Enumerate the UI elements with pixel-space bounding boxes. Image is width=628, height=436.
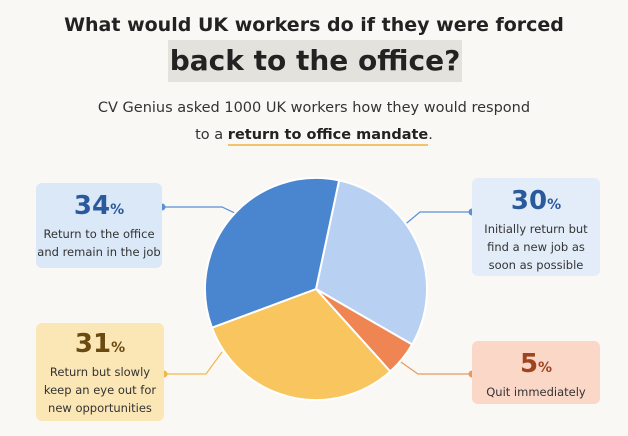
callout-quit-immediately: 5% Quit immediately (472, 341, 600, 404)
callout-initial-label-2: find a new job as (487, 240, 585, 254)
callout-initial-label: Initially return but (484, 222, 588, 236)
callout-return-label: Return to the office (43, 227, 155, 241)
callout-initial-value: 30% (510, 186, 562, 216)
callout-slow-label: Return but slowly (49, 365, 151, 379)
subtitle-suffix: . (428, 127, 433, 143)
pie-slice-return-remain (204, 177, 341, 329)
callout-return-slowly: 31% Return but slowly keep an eye out fo… (36, 323, 164, 421)
chart-title-line1: What would UK workers do if they were fo… (64, 14, 564, 36)
callout-initial-label-3: soon as possible (488, 258, 584, 272)
chart-title-line2: back to the office? (168, 40, 462, 82)
callout-quit-value: 5% (519, 349, 553, 379)
callout-slow-label-2: keep an eye out for (43, 383, 157, 397)
callout-slow-value: 31% (74, 329, 126, 359)
pie-slice-initially-return (314, 179, 428, 346)
connector-slow (164, 351, 223, 375)
subtitle-highlight: return to office mandate (227, 127, 429, 146)
callout-return-and-remain: 34% Return to the office and remain in t… (36, 183, 162, 268)
callout-return-value: 34% (73, 191, 125, 221)
callout-return-label-2: and remain in the job (37, 245, 161, 259)
callout-initially-return: 30% Initially return but find a new job … (472, 178, 600, 276)
subtitle-prefix: to a (195, 127, 228, 143)
subtitle-line1: CV Genius asked 1000 UK workers how they… (97, 100, 531, 116)
subtitle-line2: to a return to office mandate. (0, 127, 628, 146)
connector-quit (397, 359, 472, 375)
callout-slow-label-3: new opportunities (48, 401, 152, 415)
callout-quit-label: Quit immediately (486, 385, 586, 399)
pie-slice-return-slowly (210, 287, 392, 401)
